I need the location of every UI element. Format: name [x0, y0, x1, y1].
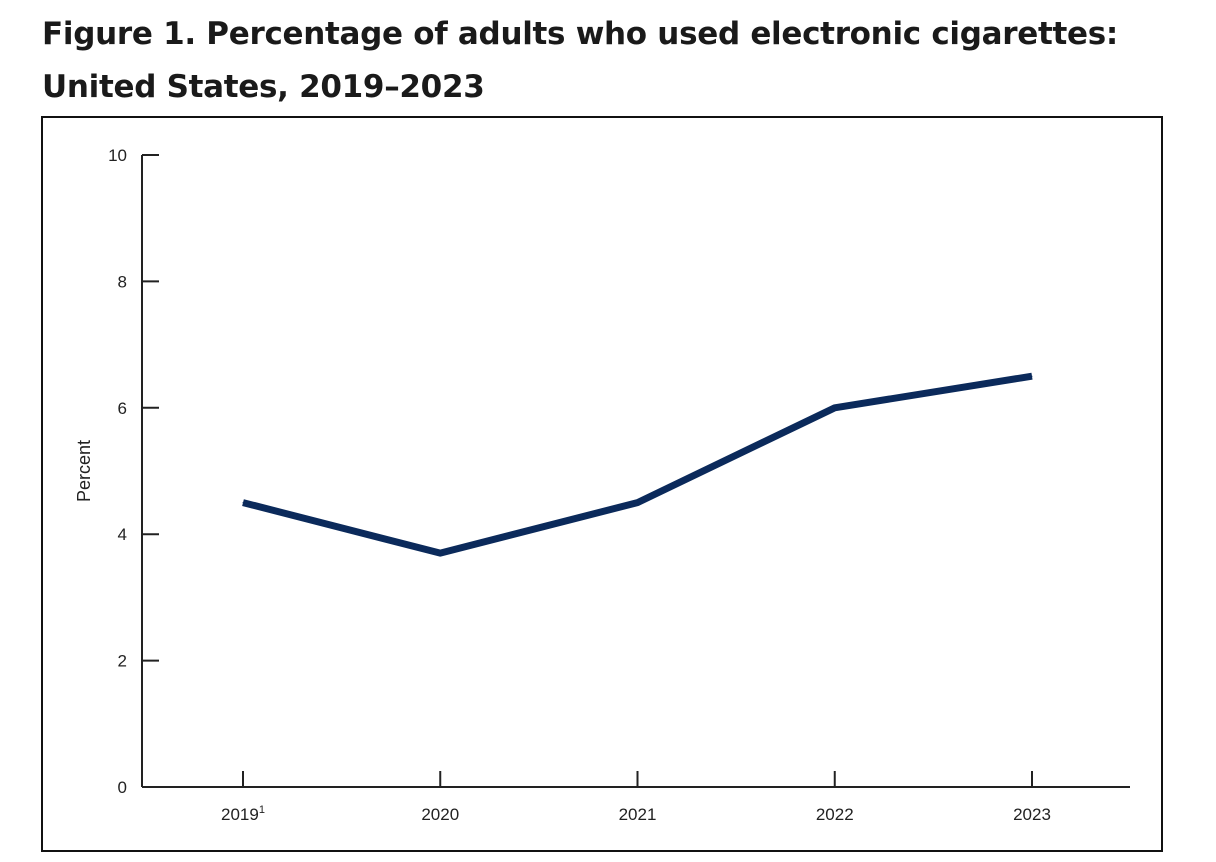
chart-title: Figure 1. Percentage of adults who used …: [42, 8, 1192, 114]
data-point: [242, 502, 244, 504]
y-tick-label: 8: [118, 272, 127, 291]
data-point: [439, 552, 441, 554]
data-point: [834, 407, 836, 409]
chart-title-line-2: United States, 2019–2023: [42, 69, 485, 105]
x-tick-label-text: 2022: [816, 805, 854, 824]
x-tick-label-text: 2019: [221, 805, 259, 824]
x-tick-label: 2022: [816, 805, 854, 824]
x-axis: 20191 2020 2021 2022 2023: [142, 771, 1130, 824]
y-axis: 0 2 4 6 8 10: [108, 146, 159, 797]
x-tick-label-text: 2020: [421, 805, 459, 824]
series-layer: [242, 372, 1033, 557]
x-tick-label: 2020: [421, 805, 459, 824]
chart-frame: [41, 116, 1163, 852]
y-axis-title: Percent: [74, 440, 94, 502]
y-tick-label: 10: [108, 146, 127, 165]
data-point: [637, 502, 638, 504]
x-tick-label-text: 2023: [1013, 805, 1051, 824]
y-tick-label: 6: [118, 399, 127, 418]
x-tick-label: 20191: [221, 804, 265, 824]
x-tick-label: 2021: [619, 805, 657, 824]
x-tick-label: 2023: [1013, 805, 1051, 824]
series-line: [242, 372, 1033, 557]
x-tick-label-text: 2021: [619, 805, 657, 824]
y-tick-label: 0: [118, 778, 127, 797]
y-tick-label: 4: [118, 525, 127, 544]
chart-title-line-1: Figure 1. Percentage of adults who used …: [42, 16, 1118, 52]
y-tick-label: 2: [118, 652, 127, 671]
data-point: [1031, 375, 1033, 377]
x-tick-footnote: 1: [259, 804, 265, 816]
